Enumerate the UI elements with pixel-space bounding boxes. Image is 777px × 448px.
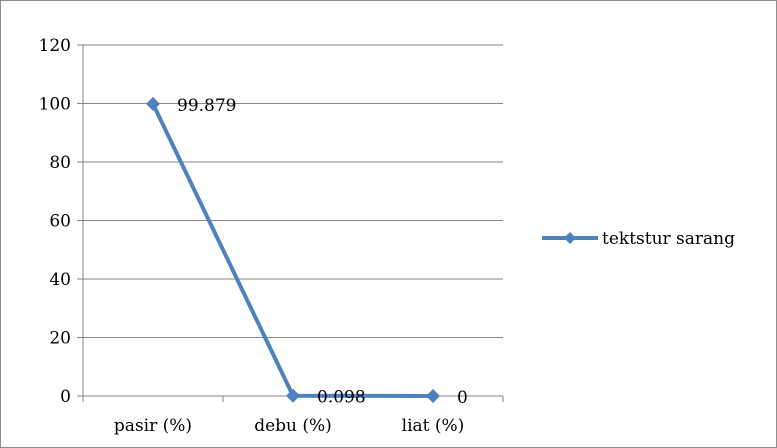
- y-axis-tick-labels: 0 20 40 60 80 100 120: [39, 36, 71, 407]
- x-category-label: liat (%): [402, 416, 465, 436]
- y-tick-label: 40: [49, 270, 71, 290]
- series-group: 99.879 0.098 0: [146, 96, 468, 408]
- y-tick-label: 80: [49, 153, 71, 173]
- y-tick-label: 100: [39, 95, 71, 115]
- data-label: 0: [457, 388, 468, 408]
- legend-marker: [564, 232, 576, 244]
- data-point: [286, 388, 300, 403]
- x-category-label: pasir (%): [114, 416, 192, 436]
- data-point: [426, 389, 440, 403]
- data-label: 99.879: [177, 96, 236, 116]
- x-axis-category-labels: pasir (%) debu (%) liat (%): [114, 416, 464, 436]
- axes: [77, 44, 504, 402]
- data-point: [146, 96, 160, 111]
- y-tick-label: 120: [39, 36, 71, 56]
- gridlines: [83, 44, 503, 338]
- y-tick-label: 0: [60, 387, 71, 407]
- y-tick-label: 20: [49, 329, 71, 349]
- legend-label: tektstur sarang: [602, 229, 735, 249]
- series-line: [151, 102, 434, 398]
- y-tick-label: 60: [49, 212, 71, 232]
- x-category-label: debu (%): [254, 416, 332, 436]
- legend: tektstur sarang: [542, 229, 735, 249]
- data-label: 0.098: [317, 388, 366, 408]
